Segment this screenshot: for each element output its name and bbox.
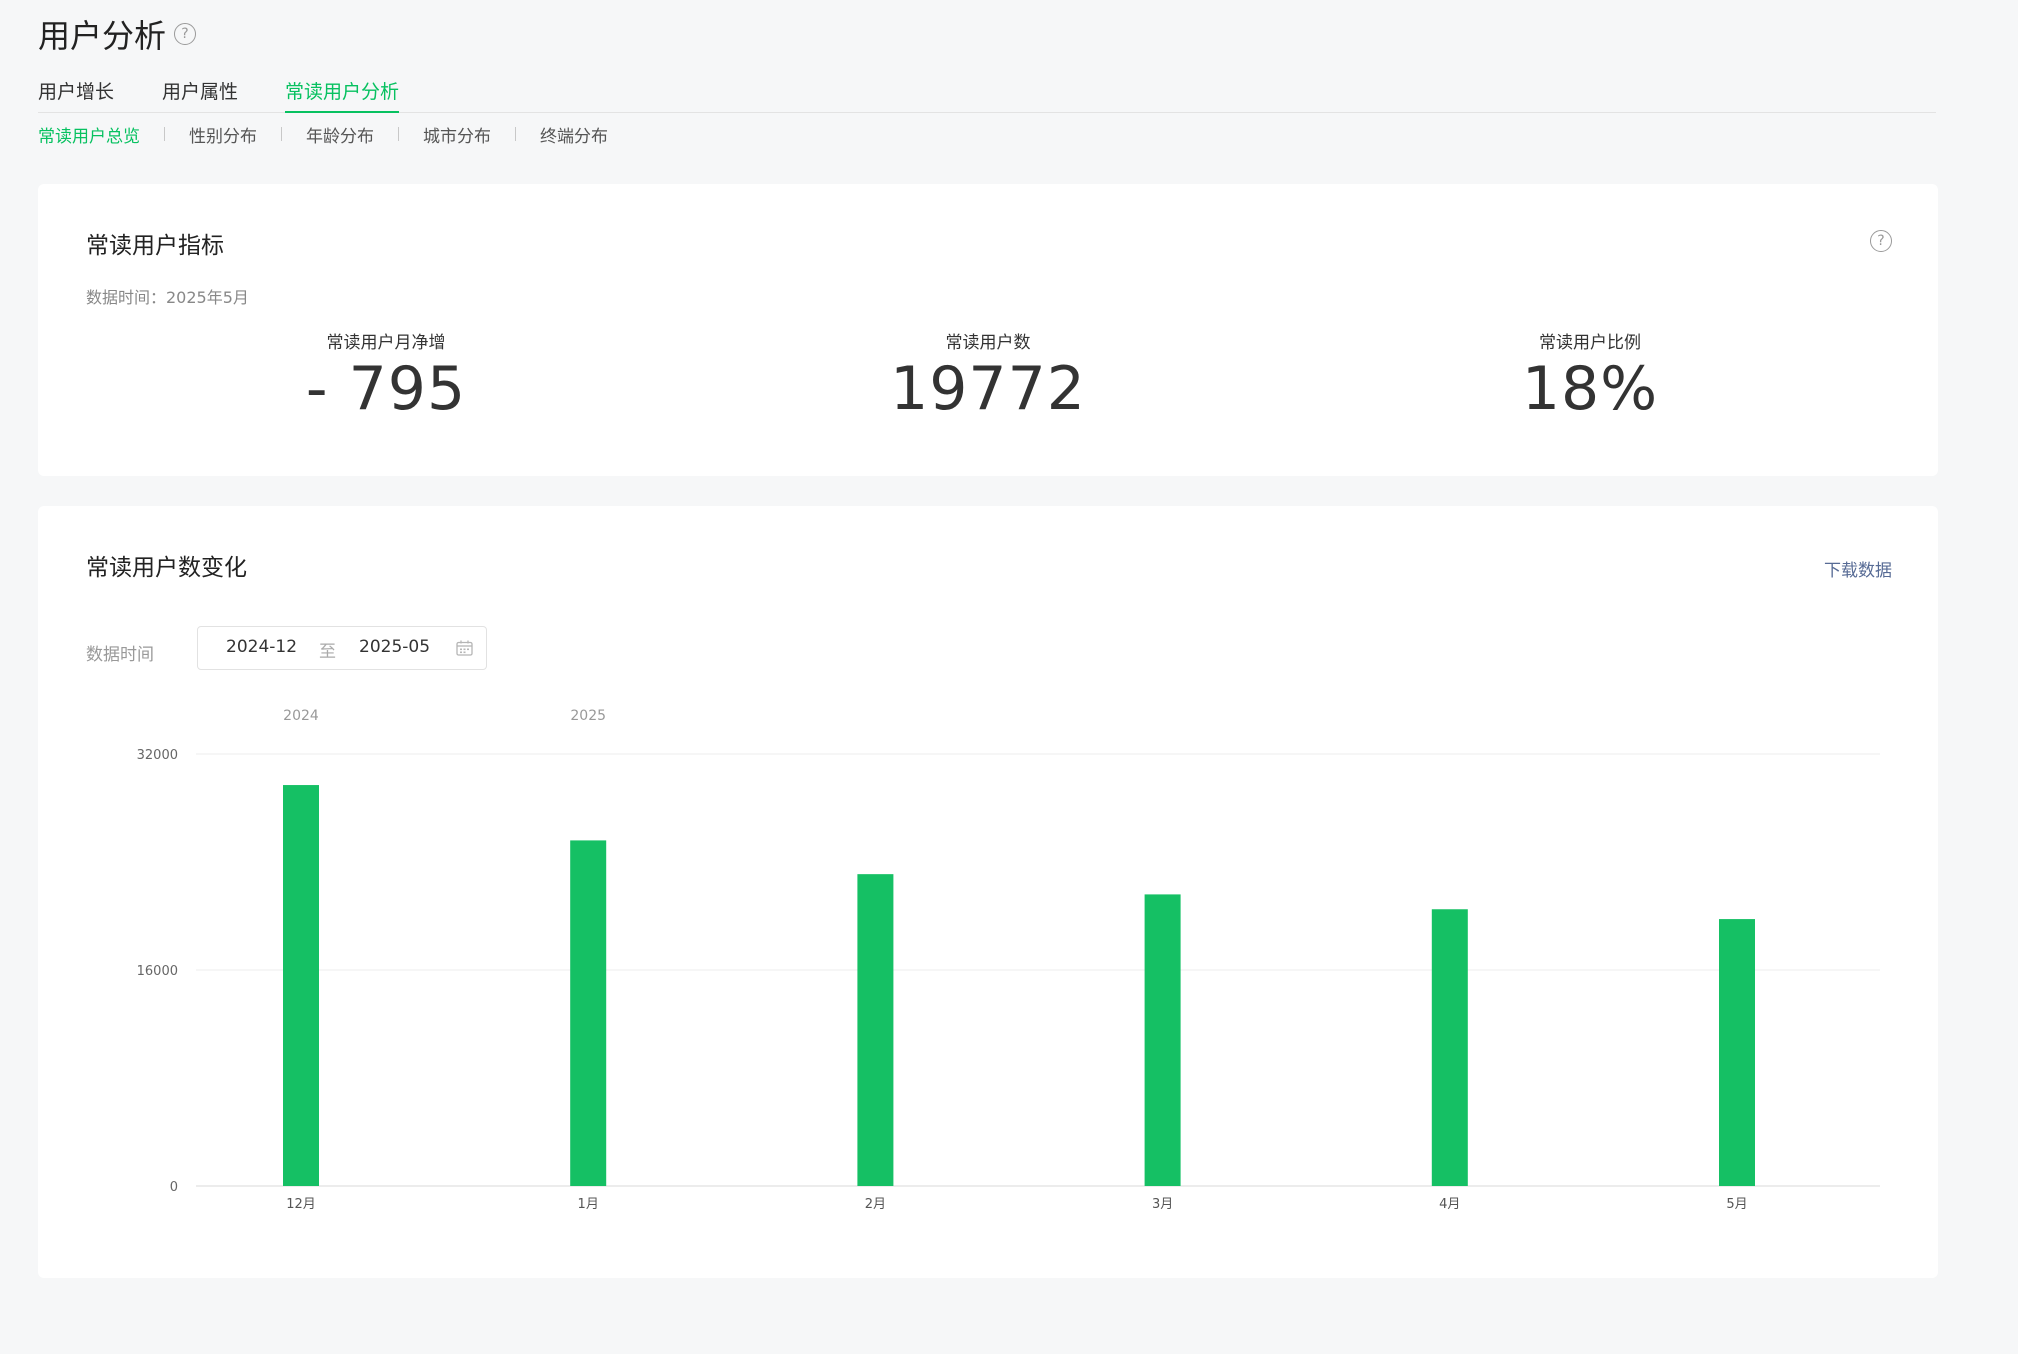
metric-label: 常读用户月净增 <box>326 333 446 353</box>
tab-user-attributes[interactable]: 用户属性 <box>162 81 239 103</box>
date-range-picker[interactable]: 2024-12 至 2025-05 <box>197 626 487 670</box>
sub-tabs: 常读用户总览 性别分布 年龄分布 城市分布 终端分布 <box>38 120 608 148</box>
bar-chart: 0 16000 32000 12月 1月 2月 3月 4月 5月 2024 2025 <box>137 708 1880 1212</box>
page-header: 用户分析 ? <box>38 14 197 55</box>
bar <box>1144 894 1181 1186</box>
page-title: 用户分析 <box>38 17 167 55</box>
calendar-icon[interactable] <box>456 640 473 656</box>
metrics-card: 常读用户指标 ? 数据时间：2025年5月 常读用户月净增 - 795 常读用户… <box>38 184 1938 476</box>
metrics-card-title: 常读用户指标 <box>86 233 224 259</box>
metric-label: 常读用户比例 <box>1539 333 1641 353</box>
metric-label: 常读用户数 <box>945 333 1031 353</box>
y-tick-label: 0 <box>170 1180 178 1195</box>
subtab-divider <box>281 127 282 141</box>
subtab-divider <box>398 127 399 141</box>
metric-user-count: 常读用户数 19772 <box>788 328 1188 419</box>
metric-value: 19772 <box>890 354 1086 424</box>
metric-value: 18% <box>1521 354 1659 424</box>
bar <box>857 874 894 1186</box>
metric-net-growth: 常读用户月净增 - 795 <box>186 328 586 419</box>
question-circle-icon[interactable]: ? <box>174 23 197 45</box>
year-label: 2024 <box>283 708 319 724</box>
chart-card: 0 16000 32000 12月 1月 2月 3月 4月 5月 2024 2025 常读用户数变化… <box>38 506 1938 1278</box>
y-tick-label: 32000 <box>137 748 178 763</box>
x-tick-label: 5月 <box>1726 1197 1747 1212</box>
subtab-age[interactable]: 年龄分布 <box>306 126 374 147</box>
x-tick-label: 2月 <box>865 1197 886 1212</box>
year-label: 2025 <box>570 708 606 724</box>
y-tick-label: 16000 <box>137 964 178 979</box>
date-start-value[interactable]: 2024-12 <box>226 637 298 657</box>
date-end-value[interactable]: 2025-05 <box>359 637 431 657</box>
bar <box>1431 909 1468 1186</box>
tab-frequent-reader-analysis[interactable]: 常读用户分析 <box>285 78 400 113</box>
subtab-divider <box>164 127 165 141</box>
bar <box>570 840 607 1186</box>
main-tabs: 用户增长 用户属性 常读用户分析 <box>38 78 1936 113</box>
bar <box>283 785 319 1186</box>
tab-user-growth[interactable]: 用户增长 <box>38 81 115 103</box>
download-data-link[interactable]: 下载数据 <box>1824 561 1892 581</box>
x-tick-label: 12月 <box>286 1197 316 1212</box>
metric-user-ratio: 常读用户比例 18% <box>1390 328 1790 419</box>
subtab-gender[interactable]: 性别分布 <box>189 126 257 147</box>
x-tick-label: 3月 <box>1152 1197 1173 1212</box>
subtab-overview[interactable]: 常读用户总览 <box>38 126 140 147</box>
x-tick-label: 1月 <box>578 1197 599 1212</box>
date-filter-label: 数据时间 <box>86 645 154 665</box>
question-circle-icon[interactable]: ? <box>1870 230 1892 252</box>
x-tick-label: 4月 <box>1439 1197 1460 1212</box>
subtab-divider <box>515 127 516 141</box>
subtab-city[interactable]: 城市分布 <box>423 126 491 147</box>
subtab-device[interactable]: 终端分布 <box>540 126 608 147</box>
metric-value: - 795 <box>305 354 467 424</box>
data-time-label: 数据时间：2025年5月 <box>86 288 249 307</box>
chart-card-title: 常读用户数变化 <box>86 555 247 581</box>
date-range-separator: 至 <box>319 642 336 662</box>
bar <box>1719 919 1755 1186</box>
